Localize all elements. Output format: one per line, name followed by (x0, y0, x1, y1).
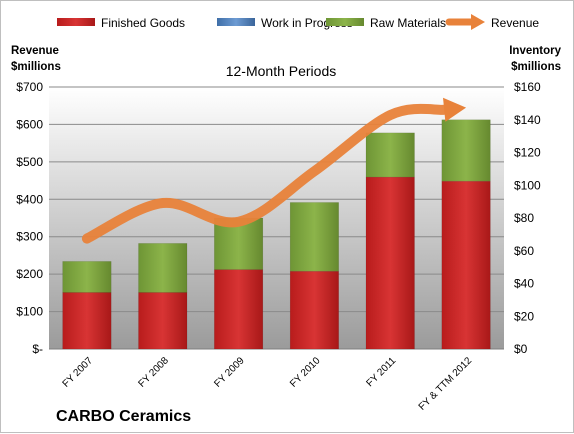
legend-swatch-work-in-progress (217, 18, 255, 26)
left-tick-label: $700 (16, 80, 43, 94)
right-tick-label: $120 (514, 146, 541, 160)
legend-swatch-raw-materials (326, 18, 364, 26)
left-axis-ticks: $- $100 $200 $300 $400 $500 $600 $700 (16, 80, 43, 356)
chart-subtitle: 12-Month Periods (226, 63, 337, 79)
left-tick-label: $100 (16, 305, 43, 319)
category-labels: FY 2007 FY 2008 FY 2009 FY 2010 FY 2011 FY & … (61, 355, 475, 413)
left-tick-label: $- (32, 342, 43, 356)
legend-label-finished-goods: Finished Goods (101, 16, 185, 30)
legend-swatch-finished-goods (57, 18, 95, 26)
left-tick-label: $600 (16, 117, 43, 131)
left-axis-title-line2: $millions (11, 61, 61, 73)
right-tick-label: $80 (514, 211, 534, 225)
right-tick-label: $60 (514, 244, 534, 258)
revenue-arrowhead (443, 97, 467, 122)
legend-swatch-revenue (445, 14, 485, 30)
right-tick-label: $160 (514, 80, 541, 94)
right-axis-ticks: $0 $20 $40 $60 $80 $100 $120 $140 $160 (514, 80, 541, 356)
right-tick-label: $40 (514, 277, 534, 291)
right-tick-label: $0 (514, 342, 528, 356)
category-label: FY 2011 (365, 355, 399, 389)
bar-finished-goods (214, 269, 264, 350)
bar-raw-materials (138, 243, 188, 293)
bars (62, 119, 491, 350)
gridlines (49, 86, 504, 350)
right-axis-title-line2: $millions (511, 61, 561, 73)
bar-raw-materials (441, 119, 491, 182)
bar-finished-goods (62, 292, 112, 350)
left-tick-label: $500 (16, 155, 43, 169)
bar-raw-materials (289, 202, 339, 272)
category-label: FY 2007 (61, 355, 96, 390)
left-tick-label: $300 (16, 230, 43, 244)
legend-label-revenue: Revenue (491, 16, 539, 30)
category-label: FY 2009 (212, 355, 247, 390)
bar-finished-goods (441, 180, 491, 350)
company-name: CARBO Ceramics (56, 408, 191, 425)
bar-finished-goods (365, 176, 415, 350)
revenue-line (81, 103, 450, 244)
category-label: FY & TTM 2012 (417, 355, 475, 413)
left-tick-label: $400 (16, 192, 43, 206)
bar-finished-goods (138, 292, 188, 350)
bar-finished-goods (289, 270, 339, 350)
legend: Finished Goods Work in Progress Raw Mate… (57, 14, 539, 30)
revenue-line-layer (81, 97, 467, 244)
legend-label-raw-materials: Raw Materials (370, 16, 446, 30)
right-tick-label: $140 (514, 113, 541, 127)
left-axis-title-line1: Revenue (11, 45, 59, 57)
bar-raw-materials (365, 132, 415, 178)
category-label: FY 2008 (136, 355, 171, 390)
bar-raw-materials (62, 261, 112, 293)
right-axis-title-line1: Inventory (509, 45, 561, 57)
right-tick-label: $100 (514, 178, 541, 192)
category-label: FY 2010 (288, 355, 323, 390)
right-tick-label: $20 (514, 309, 534, 323)
left-tick-label: $200 (16, 267, 43, 281)
